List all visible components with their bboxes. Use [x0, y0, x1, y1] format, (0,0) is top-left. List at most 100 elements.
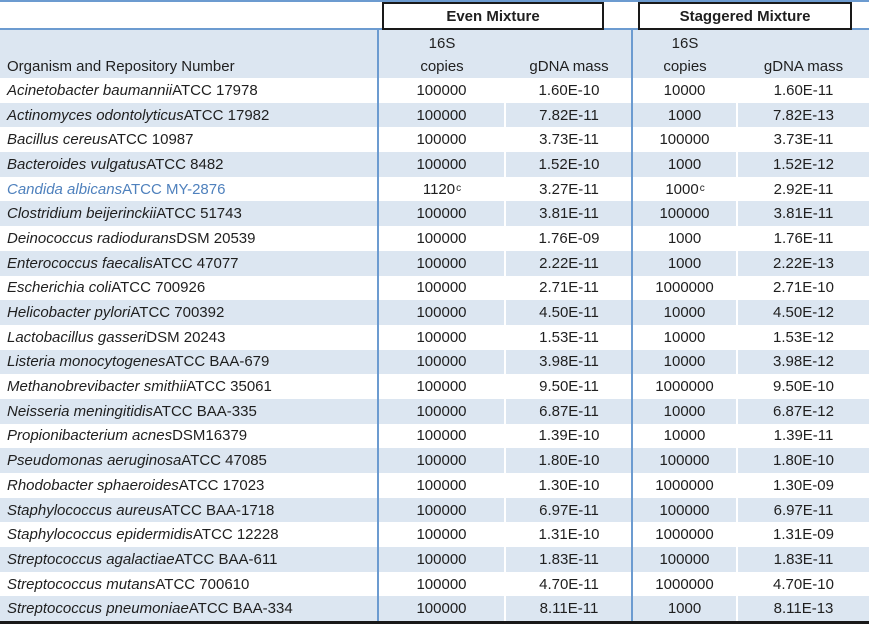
staggered-mixture-label: Staggered Mixture	[679, 7, 811, 25]
even-gdna-cell: 1.60E-10	[538, 81, 600, 99]
organism-cell: Escherichia coli ATCC 700926	[0, 276, 378, 301]
staggered-gdna-cell: 2.92E-11	[773, 180, 834, 198]
staggered-gdna-cell: 4.70E-10	[773, 575, 834, 593]
group-header-row: Even Mixture Staggered Mixture	[0, 2, 869, 30]
even-copies-cell: 100000	[416, 600, 467, 618]
organism-name: Candida albicans	[7, 180, 123, 198]
table-row: Pseudomonas aeruginosa ATCC 47085 100000 …	[0, 448, 869, 473]
organism-column-header: Organism and Repository Number	[7, 57, 235, 75]
organism-cell: Neisseria meningitidis ATCC BAA-335	[0, 399, 378, 424]
repository-number: ATCC 8482	[146, 155, 224, 173]
staggered-copies-cell: 1000	[667, 155, 702, 173]
organism-name: Bacteroides vulgatus	[7, 155, 147, 173]
organism-cell: Rhodobacter sphaeroides ATCC 17023	[0, 473, 378, 498]
even-gdna-cell: 1.30E-10	[538, 476, 600, 494]
even-mixture-label: Even Mixture	[446, 7, 540, 25]
organism-cell: Listeria monocytogenes ATCC BAA-679	[0, 350, 378, 375]
repository-number: ATCC BAA-1718	[162, 501, 275, 519]
organism-cell: Bacteroides vulgatus ATCC 8482	[0, 152, 378, 177]
repository-number: ATCC BAA-335	[152, 402, 257, 420]
organism-name: Neisseria meningitidis	[7, 402, 153, 420]
organism-cell: Acinetobacter baumannii ATCC 17978	[0, 78, 378, 103]
organism-cell: Candida albicans ATCC MY-2876	[0, 177, 378, 202]
organism-cell: Actinomyces odontolyticus ATCC 17982	[0, 103, 378, 128]
staggered-copies-cell: 10000	[663, 328, 706, 346]
group-separator-even	[377, 2, 379, 622]
even-gdna-cell: 1.52E-10	[538, 155, 600, 173]
organism-cell: Clostridium beijerinckii ATCC 51743	[0, 201, 378, 226]
staggered-copies-cell: 1000	[667, 254, 702, 272]
staggered-copies-cell: 1000	[667, 106, 702, 124]
table-row: Deinococcus radiodurans DSM 20539 100000 …	[0, 226, 869, 251]
table-row: Streptococcus mutans ATCC 700610 100000 4…	[0, 571, 869, 597]
organism-name: Listeria monocytogenes	[7, 353, 166, 371]
staggered-gdna-header: gDNA mass	[763, 57, 844, 75]
organism-name: Streptococcus pneumoniae	[7, 600, 189, 618]
repository-number: ATCC 17023	[178, 476, 265, 494]
staggered-gdna-cell: 3.81E-11	[773, 205, 834, 223]
even-copies-cell: 1120 c	[422, 180, 462, 198]
even-gdna-cell: 1.53E-11	[539, 328, 599, 346]
even-gdna-cell: 4.70E-11	[539, 575, 599, 593]
even-copies-cell: 100000	[416, 575, 467, 593]
organism-name: Clostridium beijerinckii	[7, 205, 157, 223]
even-copies-cell: 100000	[416, 81, 467, 99]
even-gdna-cell: 9.50E-11	[539, 378, 599, 396]
staggered-copies-cell: 1000000	[655, 378, 714, 396]
repository-number: ATCC BAA-334	[188, 600, 293, 618]
subcolumn-separator-staggered	[736, 78, 738, 622]
staggered-gdna-cell: 1.80E-10	[773, 452, 834, 470]
even-copies-cell: 100000	[416, 328, 467, 346]
organism-cell: Streptococcus pneumoniae ATCC BAA-334	[0, 596, 378, 621]
organism-name: Actinomyces odontolyticus	[7, 106, 184, 124]
even-gdna-cell: 3.98E-11	[539, 353, 599, 371]
repository-number: DSM 20243	[146, 328, 226, 346]
repository-number: DSM16379	[172, 427, 248, 445]
staggered-copies-cell: 1000 c	[665, 180, 705, 198]
even-copies-cell: 100000	[416, 501, 467, 519]
staggered-gdna-cell: 2.22E-13	[773, 254, 834, 272]
even-gdna-cell: 1.39E-10	[538, 427, 600, 445]
even-copies-cell: 100000	[416, 427, 467, 445]
even-16s-label: 16S	[428, 34, 456, 52]
organism-name: Rhodobacter sphaeroides	[7, 476, 179, 494]
repository-number: ATCC 700610	[155, 575, 250, 593]
staggered-copies-cell: 10000	[663, 427, 706, 445]
even-gdna-cell: 6.87E-11	[539, 402, 599, 420]
even-copies-cell: 100000	[416, 452, 467, 470]
staggered-copies-cell: 100000	[659, 501, 710, 519]
staggered-gdna-cell: 1.39E-11	[773, 427, 834, 445]
table-row: Helicobacter pylori ATCC 700392 100000 4.…	[0, 300, 869, 325]
staggered-copies-cell: 10000	[663, 353, 706, 371]
even-copies-cell: 100000	[416, 205, 467, 223]
even-copies-cell: 100000	[416, 304, 467, 322]
staggered-copies-cell: 1000	[667, 600, 702, 618]
table-row: Lactobacillus gasseri DSM 20243 100000 1.…	[0, 324, 869, 350]
repository-number: ATCC 17978	[172, 81, 258, 99]
even-copies-cell: 100000	[416, 279, 467, 297]
staggered-copies-cell: 1000000	[655, 476, 714, 494]
repository-number: ATCC 47085	[181, 452, 267, 470]
table-body: Acinetobacter baumannii ATCC 17978 100000…	[0, 78, 869, 622]
even-gdna-cell: 1.80E-10	[538, 452, 600, 470]
staggered-copies-cell: 1000000	[655, 526, 714, 544]
organism-name: Acinetobacter baumannii	[7, 81, 173, 99]
table-row: Methanobrevibacter smithii ATCC 35061 100…	[0, 374, 869, 399]
organism-cell: Helicobacter pylori ATCC 700392	[0, 300, 378, 325]
even-gdna-cell: 8.11E-11	[539, 600, 599, 618]
repository-number: ATCC 700926	[111, 279, 206, 297]
staggered-gdna-cell: 7.82E-13	[773, 106, 834, 124]
table-row: Acinetobacter baumannii ATCC 17978 100000…	[0, 78, 869, 103]
table-row: Escherichia coli ATCC 700926 100000 2.71E…	[0, 275, 869, 301]
staggered-gdna-cell: 1.30E-09	[773, 476, 834, 494]
table-row: Clostridium beijerinckii ATCC 51743 10000…	[0, 201, 869, 227]
staggered-copies-cell: 100000	[659, 205, 710, 223]
subcolumn-separator-even	[504, 78, 506, 622]
staggered-gdna-cell: 1.53E-12	[773, 328, 834, 346]
organism-name: Bacillus cereus	[7, 131, 108, 149]
staggered-gdna-cell: 6.97E-11	[773, 501, 834, 519]
table-row: Bacteroides vulgatus ATCC 8482 100000 1.5…	[0, 152, 869, 177]
even-gdna-cell: 1.76E-09	[538, 229, 600, 247]
staggered-copies-cell: 1000000	[655, 279, 714, 297]
repository-number: DSM 20539	[176, 229, 256, 247]
